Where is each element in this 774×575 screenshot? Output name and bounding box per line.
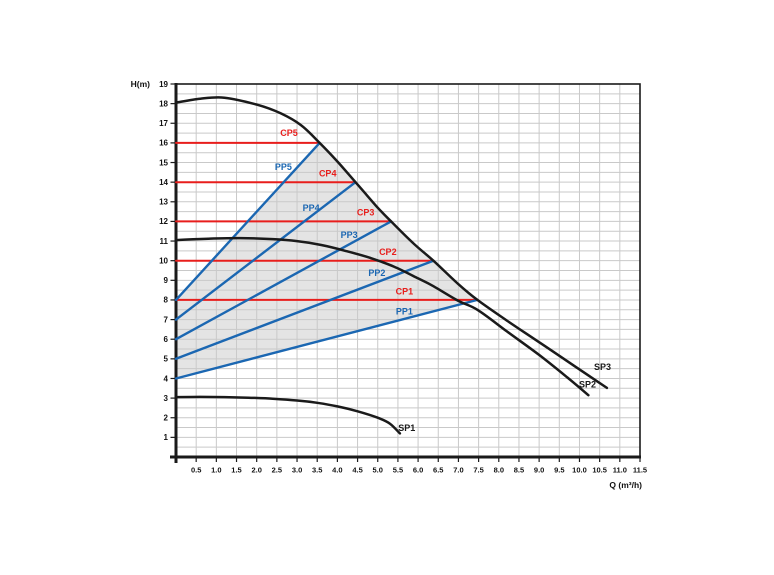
x-tick-label: 11.0 bbox=[613, 466, 627, 475]
x-tick-label: 6.5 bbox=[433, 466, 443, 475]
label-PP3: PP3 bbox=[341, 230, 358, 240]
x-tick-label: 2.5 bbox=[272, 466, 282, 475]
y-tick-label: 10 bbox=[159, 256, 168, 265]
x-tick-label: 5.0 bbox=[373, 466, 383, 475]
x-tick-label: 9.5 bbox=[554, 466, 564, 475]
x-tick-label: 7.0 bbox=[453, 466, 463, 475]
y-tick-label: 8 bbox=[164, 296, 169, 305]
x-tick-label: 7.5 bbox=[473, 466, 483, 475]
x-tick-label: 3.5 bbox=[312, 466, 322, 475]
label-CP2: CP2 bbox=[379, 247, 397, 257]
label-PP1: PP1 bbox=[396, 306, 413, 316]
y-tick-label: 13 bbox=[159, 198, 168, 207]
curve-PP3 bbox=[174, 220, 393, 341]
x-tick-label: 4.0 bbox=[332, 466, 342, 475]
x-tick-label: 2.0 bbox=[251, 466, 261, 475]
curve-PP2 bbox=[174, 259, 435, 360]
y-tick-label: 11 bbox=[160, 237, 169, 246]
x-tick-label: 1.0 bbox=[211, 466, 221, 475]
x-tick-label: 10.5 bbox=[592, 466, 607, 475]
x-tick-label: 9.0 bbox=[534, 466, 544, 475]
label-CP1: CP1 bbox=[396, 287, 414, 297]
curve-SP3 bbox=[174, 96, 609, 390]
x-tick-label: 8.0 bbox=[494, 466, 504, 475]
x-tick-label: 1.5 bbox=[231, 466, 241, 475]
label-SP1: SP1 bbox=[398, 423, 415, 433]
y-tick-label: 15 bbox=[159, 158, 168, 167]
x-tick-label: 5.5 bbox=[393, 466, 403, 475]
curve-PP5 bbox=[174, 141, 321, 302]
y-tick-label: 2 bbox=[164, 414, 169, 423]
y-tick-label: 1 bbox=[164, 433, 169, 442]
x-tick-labels: 0.5 1.0 1.5 2.0 2.5 3.0 3.5 4.0 4.5 5.0 5.5 6.0 6.5 7… bbox=[191, 466, 647, 475]
x-tick-label: 6.0 bbox=[413, 466, 423, 475]
label-SP3: SP3 bbox=[594, 362, 611, 372]
axis-ticks bbox=[170, 83, 641, 462]
y-tick-label: 5 bbox=[164, 355, 169, 364]
y-tick-label: 7 bbox=[164, 315, 169, 324]
label-PP5: PP5 bbox=[275, 162, 292, 172]
x-tick-label: 8.5 bbox=[514, 466, 524, 475]
x-tick-label: 11.5 bbox=[633, 466, 647, 475]
y-tick-label: 4 bbox=[164, 374, 169, 383]
y-tick-label: 6 bbox=[164, 335, 169, 344]
label-CP5: CP5 bbox=[280, 128, 298, 138]
label-CP3: CP3 bbox=[357, 208, 375, 218]
y-tick-label: 17 bbox=[159, 119, 168, 128]
y-tick-label: 3 bbox=[164, 394, 169, 403]
label-PP4: PP4 bbox=[303, 203, 320, 213]
y-tick-label: 12 bbox=[159, 217, 168, 226]
label-PP2: PP2 bbox=[368, 268, 385, 278]
x-tick-label: 3.0 bbox=[292, 466, 302, 475]
label-CP4: CP4 bbox=[319, 168, 337, 178]
y-tick-label: 14 bbox=[159, 178, 168, 187]
curve-PP1 bbox=[174, 298, 479, 380]
curve-PP4 bbox=[174, 181, 357, 321]
label-SP2: SP2 bbox=[579, 379, 596, 389]
y-tick-label: 16 bbox=[159, 139, 168, 148]
x-axis-title: Q (m³/h) bbox=[609, 480, 642, 490]
x-tick-label: 4.5 bbox=[352, 466, 362, 475]
x-tick-label: 0.5 bbox=[191, 466, 201, 475]
curve-labels: CP5 PP5 CP4 PP4 CP3 PP3 CP2 PP2 CP1 PP1 SP3 SP2 SP1 bbox=[275, 128, 611, 433]
curve-SP1 bbox=[174, 395, 402, 435]
x-tick-label: 10.0 bbox=[572, 466, 587, 475]
y-axis-title: H(m) bbox=[131, 79, 151, 89]
y-tick-label: 19 bbox=[159, 80, 168, 89]
curve-SP2 bbox=[174, 236, 590, 397]
y-tick-label: 9 bbox=[164, 276, 169, 285]
y-tick-label: 18 bbox=[159, 99, 168, 108]
